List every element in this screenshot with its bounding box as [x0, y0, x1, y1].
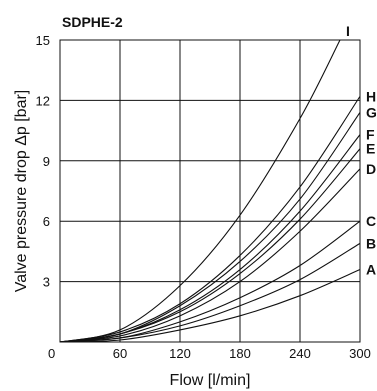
curve-label-i: I — [346, 23, 350, 39]
curve-a — [59, 269, 361, 343]
y-axis-title: Valve pressure drop Δp [bar] — [13, 90, 30, 293]
chart-title: SDPHE-2 — [62, 14, 123, 30]
tick-labels: 0 60 120 180 240 300 3 6 9 12 15 — [36, 33, 371, 361]
curve-label-f: F — [366, 127, 375, 143]
curve-label-b: B — [366, 235, 376, 251]
curve-label-g: G — [366, 104, 377, 120]
y-tick-label: 9 — [43, 154, 50, 169]
curve-label-e: E — [366, 141, 375, 157]
curve-g — [59, 112, 361, 343]
y-tick-label: 6 — [43, 214, 50, 229]
x-axis-title: Flow [l/min] — [170, 372, 251, 389]
curve-c — [59, 220, 361, 343]
curve-label-d: D — [366, 161, 376, 177]
y-tick-label: 12 — [36, 93, 50, 108]
curve-i — [59, 39, 341, 343]
curve-b — [59, 242, 361, 343]
curves — [59, 39, 361, 343]
y-tick-label: 3 — [43, 275, 50, 290]
curve-label-a: A — [366, 262, 376, 278]
curve-label-h: H — [366, 88, 376, 104]
curve-d — [59, 168, 361, 343]
plot-frame — [59, 39, 361, 343]
x-tick-label: 0 — [48, 346, 55, 361]
curve-h — [59, 96, 361, 343]
x-tick-label: 300 — [349, 346, 371, 361]
x-tick-label: 120 — [169, 346, 191, 361]
grid — [60, 40, 360, 342]
x-tick-label: 180 — [229, 346, 251, 361]
y-tick-label: 15 — [36, 33, 50, 48]
x-tick-label: 240 — [289, 346, 311, 361]
curve-label-c: C — [366, 213, 376, 229]
x-tick-label: 60 — [113, 346, 127, 361]
curve-e — [59, 148, 361, 343]
